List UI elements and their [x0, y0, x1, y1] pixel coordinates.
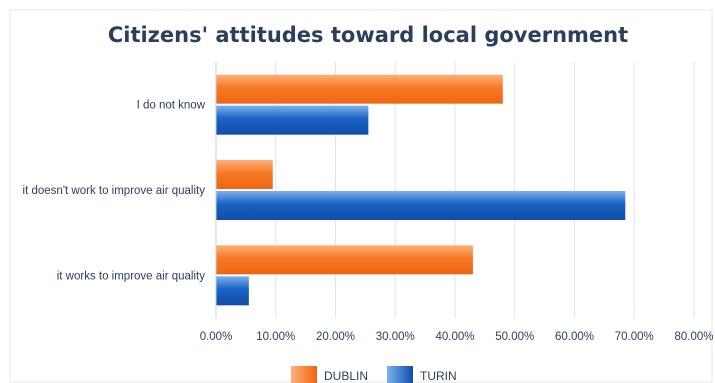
x-tick-label: 50.00%: [495, 331, 534, 343]
legend-label-turin: TURIN: [420, 369, 457, 383]
x-tick-label: 0.00%: [200, 331, 233, 343]
x-tick-label: 20.00%: [316, 331, 355, 343]
bar-turin-2: [216, 276, 249, 306]
legend-label-dublin: DUBLIN: [324, 369, 368, 383]
x-axis-ticks: 0.00% 10.00% 20.00% 30.00% 40.00% 50.00% 60.00…: [200, 331, 714, 343]
x-tick-label: 60.00%: [555, 331, 594, 343]
category-label: it works to improve air quality: [57, 270, 206, 282]
legend-swatch-dublin: [291, 366, 317, 383]
x-tick-label: 80.00%: [674, 331, 713, 343]
bars: [215, 62, 626, 318]
x-tick-label: 70.00%: [615, 331, 654, 343]
category-label: it doesn't work to improve air quality: [23, 185, 206, 197]
category-label: I do not know: [137, 100, 206, 112]
bar-dublin-2: [216, 245, 473, 275]
legend: DUBLIN TURIN: [291, 366, 457, 383]
x-tick-label: 40.00%: [435, 331, 474, 343]
bar-turin-1: [216, 191, 626, 220]
bar-dublin-1: [216, 160, 273, 189]
legend-swatch-turin: [387, 366, 413, 383]
category-labels: I do not know it doesn't work to improve …: [23, 100, 206, 283]
bar-turin-0: [216, 105, 369, 135]
x-tick-label: 30.00%: [376, 331, 415, 343]
bar-dublin-0: [216, 74, 503, 104]
x-tick-label: 10.00%: [256, 331, 295, 343]
chart-title: Citizens' attitudes toward local governm…: [108, 23, 628, 47]
